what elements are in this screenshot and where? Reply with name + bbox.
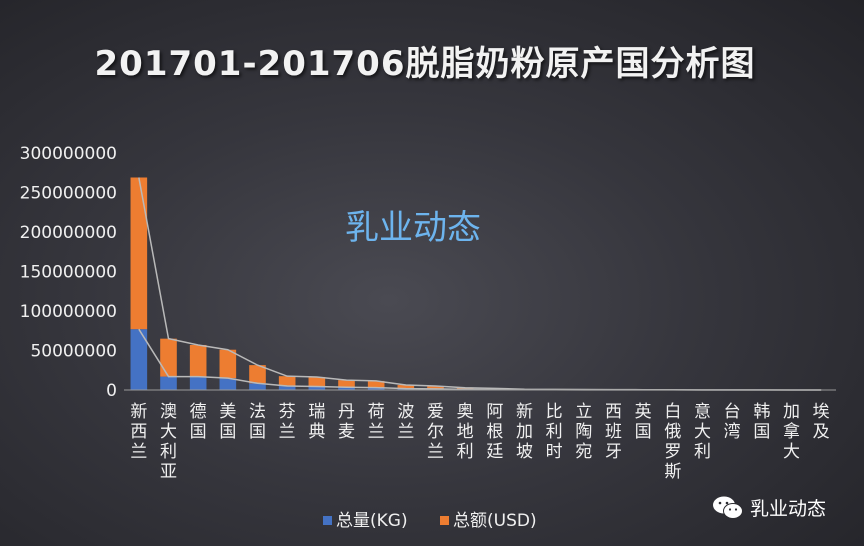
x-tick-label: 意大利 bbox=[694, 402, 711, 462]
x-tick-label: 奥地利 bbox=[457, 402, 474, 462]
y-tick-label: 50000000 bbox=[30, 342, 117, 362]
y-tick-label: 250000000 bbox=[20, 184, 117, 204]
bar-series-1 bbox=[367, 387, 385, 390]
bar-series-1 bbox=[160, 376, 177, 390]
brand-badge: 乳业动态 bbox=[712, 494, 826, 521]
y-tick-label: 200000000 bbox=[20, 223, 117, 243]
x-tick-label: 比利时 bbox=[546, 402, 563, 462]
y-tick-label: 300000000 bbox=[20, 144, 117, 164]
x-tick-label: 丹麦 bbox=[338, 402, 355, 442]
bar-series-2 bbox=[427, 386, 444, 389]
bar-series-2 bbox=[249, 365, 266, 384]
x-tick-label: 白俄罗斯 bbox=[664, 402, 681, 482]
series-line-1 bbox=[138, 328, 822, 391]
x-tick-label: 加拿大 bbox=[783, 402, 800, 462]
bar-series-2 bbox=[338, 380, 355, 388]
x-tick-label: 韩国 bbox=[753, 402, 770, 442]
x-tick-label: 美国 bbox=[219, 402, 236, 442]
x-tick-label: 荷兰 bbox=[368, 402, 385, 442]
legend-swatch bbox=[323, 516, 332, 525]
y-tick-label: 0 bbox=[106, 381, 117, 401]
x-tick-label: 立陶宛 bbox=[575, 402, 592, 462]
x-tick-label: 波兰 bbox=[397, 402, 414, 442]
bar-series-1 bbox=[219, 378, 237, 390]
wechat-icon bbox=[713, 496, 743, 519]
bar-series-2 bbox=[456, 387, 474, 390]
x-tick-label: 芬兰 bbox=[279, 402, 296, 442]
x-tick-label: 台湾 bbox=[724, 402, 741, 442]
y-tick-label: 100000000 bbox=[20, 302, 117, 322]
x-tick-label: 埃及 bbox=[813, 402, 830, 442]
bar-series-2 bbox=[189, 344, 207, 377]
legend-label: 总额(USD) bbox=[453, 511, 537, 531]
bar-series-2 bbox=[278, 376, 296, 387]
bar-series-2 bbox=[160, 338, 177, 377]
bar-series-2 bbox=[308, 376, 326, 387]
brand-label: 乳业动态 bbox=[750, 498, 827, 520]
x-tick-label: 新加坡 bbox=[516, 402, 533, 462]
bar-series-2 bbox=[397, 385, 415, 389]
bar-series-1 bbox=[308, 386, 326, 390]
x-tick-label: 英国 bbox=[635, 402, 652, 442]
legend-label: 总量(KG) bbox=[336, 511, 408, 531]
bar-series-1 bbox=[189, 376, 207, 390]
y-tick-label: 150000000 bbox=[20, 263, 117, 283]
x-tick-label: 新西兰 bbox=[130, 402, 147, 462]
x-tick-label: 澳大利亚 bbox=[160, 402, 177, 482]
bar-series-1 bbox=[130, 329, 148, 390]
chart-title: 201701-201706脱脂奶粉原产国分析图 bbox=[94, 44, 756, 84]
x-tick-label: 瑞典 bbox=[308, 402, 325, 442]
bar-series-1 bbox=[249, 383, 266, 390]
bar-series-2 bbox=[367, 380, 385, 388]
x-tick-label: 爱尔兰 bbox=[427, 402, 444, 462]
x-tick-label: 德国 bbox=[190, 402, 207, 442]
legend-swatch bbox=[440, 516, 449, 525]
watermark-text: 乳业动态 bbox=[345, 208, 481, 248]
x-tick-label: 法国 bbox=[249, 402, 266, 442]
x-tick-label: 阿根廷 bbox=[486, 402, 503, 462]
bar-series-1 bbox=[338, 387, 355, 390]
bar-series-1 bbox=[278, 386, 296, 390]
bar-series-2 bbox=[130, 177, 148, 330]
bar-series-2 bbox=[219, 349, 237, 379]
x-tick-label: 西班牙 bbox=[605, 402, 622, 462]
